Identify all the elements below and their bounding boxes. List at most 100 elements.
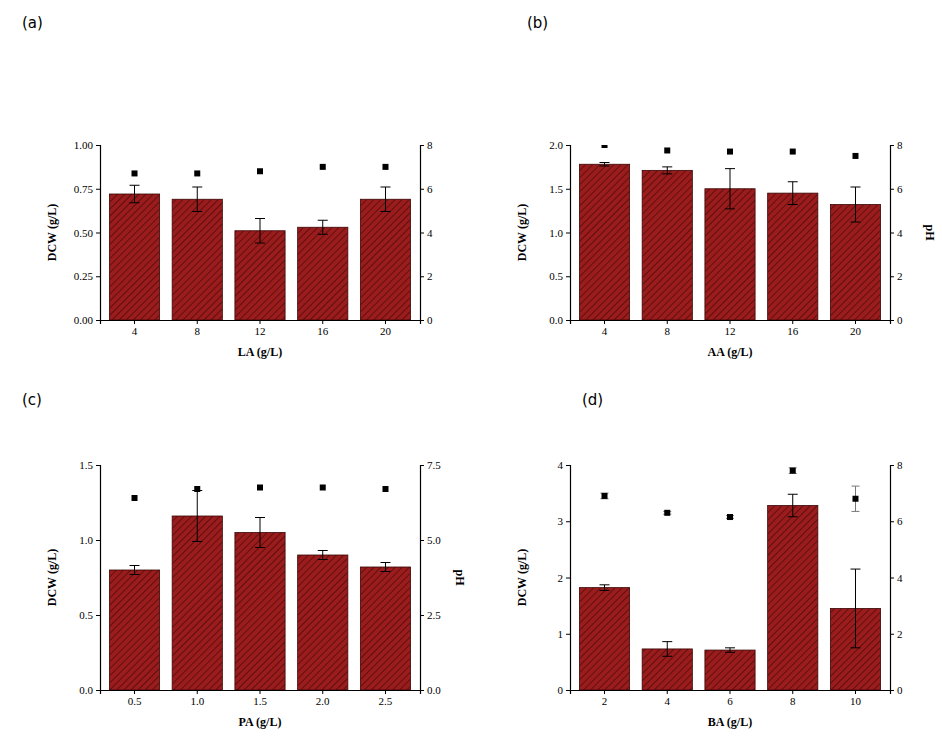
tick-label: 8 — [897, 459, 903, 471]
tick: 4 — [890, 572, 903, 584]
ph-marker — [320, 164, 326, 170]
bar — [235, 231, 285, 320]
tick-mark — [134, 690, 135, 694]
tick: 8 — [890, 459, 903, 471]
axis-yticks: 01234 — [558, 459, 571, 696]
tick-label: 2.5 — [379, 695, 393, 707]
tick: 10 — [850, 690, 862, 707]
tick-label: 0.5 — [128, 695, 142, 707]
tick-mark — [792, 690, 793, 694]
axis-x: 246810 — [571, 690, 891, 707]
error-bar — [255, 219, 265, 244]
tick-label: 4 — [665, 695, 671, 707]
tick: 2.0 — [549, 139, 570, 151]
bar — [768, 193, 818, 320]
ph-marker — [790, 149, 796, 155]
tick-label: 1.0 — [549, 227, 563, 239]
tick: 0.0 — [79, 684, 100, 696]
tick-mark — [566, 320, 570, 321]
tick-label: 4 — [427, 227, 433, 239]
tick-label: 7.5 — [427, 459, 441, 471]
ph-marker — [132, 495, 138, 501]
plot-area — [579, 468, 880, 690]
tick-label: 2 — [897, 628, 903, 640]
panel: 0.00.51.01.52.00246848121620(b)AA (g/L)D… — [515, 14, 937, 359]
tick-mark — [420, 233, 424, 234]
tick-label: 5.0 — [427, 534, 441, 546]
tick-mark — [420, 189, 424, 190]
error-bar — [130, 566, 140, 575]
tick-mark — [566, 634, 570, 635]
error-bar — [788, 182, 798, 205]
tick: 0 — [890, 684, 903, 696]
y-axis-title: DCW (g/L) — [515, 549, 529, 606]
tick-mark — [890, 276, 894, 277]
bar — [705, 650, 755, 690]
axis-x: 0.51.01.52.02.5 — [101, 690, 421, 707]
tick: 4 — [890, 227, 903, 239]
tick-label: 8 — [427, 139, 433, 151]
axis-line — [891, 146, 895, 321]
error-bar — [725, 648, 735, 653]
tick-label: 1.5 — [253, 695, 267, 707]
panel: 0.000.250.500.751.000246848121620(a)LA (… — [22, 14, 433, 359]
tick-mark — [96, 690, 100, 691]
tick-label: 0 — [558, 684, 564, 696]
tick: 6 — [727, 690, 733, 707]
tick: 2.0 — [316, 690, 330, 707]
bar — [109, 570, 159, 690]
tick-mark — [890, 145, 894, 146]
plot-area — [109, 164, 410, 320]
y2-axis-title: pH — [923, 224, 937, 241]
tick: 0.5 — [79, 609, 100, 621]
tick: 0.25 — [74, 270, 100, 282]
tick-mark — [96, 276, 100, 277]
tick-mark — [134, 320, 135, 324]
error-bar — [192, 187, 202, 212]
tick-label: 1 — [558, 628, 564, 640]
ph-marker — [257, 168, 263, 174]
tick-mark — [385, 320, 386, 324]
tick-mark — [96, 189, 100, 190]
tick: 2 — [890, 270, 903, 282]
bar — [642, 170, 692, 320]
tick-label: 2.0 — [316, 695, 330, 707]
ph-error-bar — [851, 486, 859, 511]
tick: 4 — [420, 227, 433, 239]
tick-mark — [197, 320, 198, 324]
tick: 1.0 — [79, 534, 100, 546]
tick: 8 — [420, 139, 433, 151]
tick-label: 0.00 — [74, 314, 94, 326]
ph-marker — [602, 493, 608, 499]
ph-marker — [852, 153, 858, 159]
tick-label: 6 — [727, 695, 733, 707]
tick: 16 — [317, 320, 329, 337]
tick-label: 16 — [317, 325, 329, 337]
tick: 1.00 — [74, 139, 100, 151]
tick: 6 — [890, 183, 903, 195]
tick-mark — [566, 465, 570, 466]
axis-line — [566, 146, 571, 321]
axis-line — [96, 466, 101, 691]
tick-label: 0 — [427, 314, 433, 326]
tick-label: 0.0 — [549, 314, 563, 326]
axis-line — [891, 466, 895, 691]
figure: 0.000.250.500.751.000246848121620(a)LA (… — [0, 0, 942, 749]
ph-error-bar — [789, 468, 797, 474]
tick-mark — [667, 690, 668, 694]
tick-label: 6 — [897, 183, 903, 195]
tick-mark — [420, 615, 424, 616]
bar — [298, 555, 348, 690]
tick-mark — [385, 690, 386, 694]
ph-marker — [382, 486, 388, 492]
tick-mark — [96, 145, 100, 146]
bar — [298, 227, 348, 320]
axis-line — [96, 146, 101, 321]
tick-label: 2 — [427, 270, 433, 282]
tick: 8 — [665, 320, 671, 337]
tick-mark — [260, 690, 261, 694]
error-bar — [662, 167, 672, 174]
ph-marker — [257, 485, 263, 491]
tick: 4 — [558, 459, 571, 471]
tick-mark — [420, 145, 424, 146]
